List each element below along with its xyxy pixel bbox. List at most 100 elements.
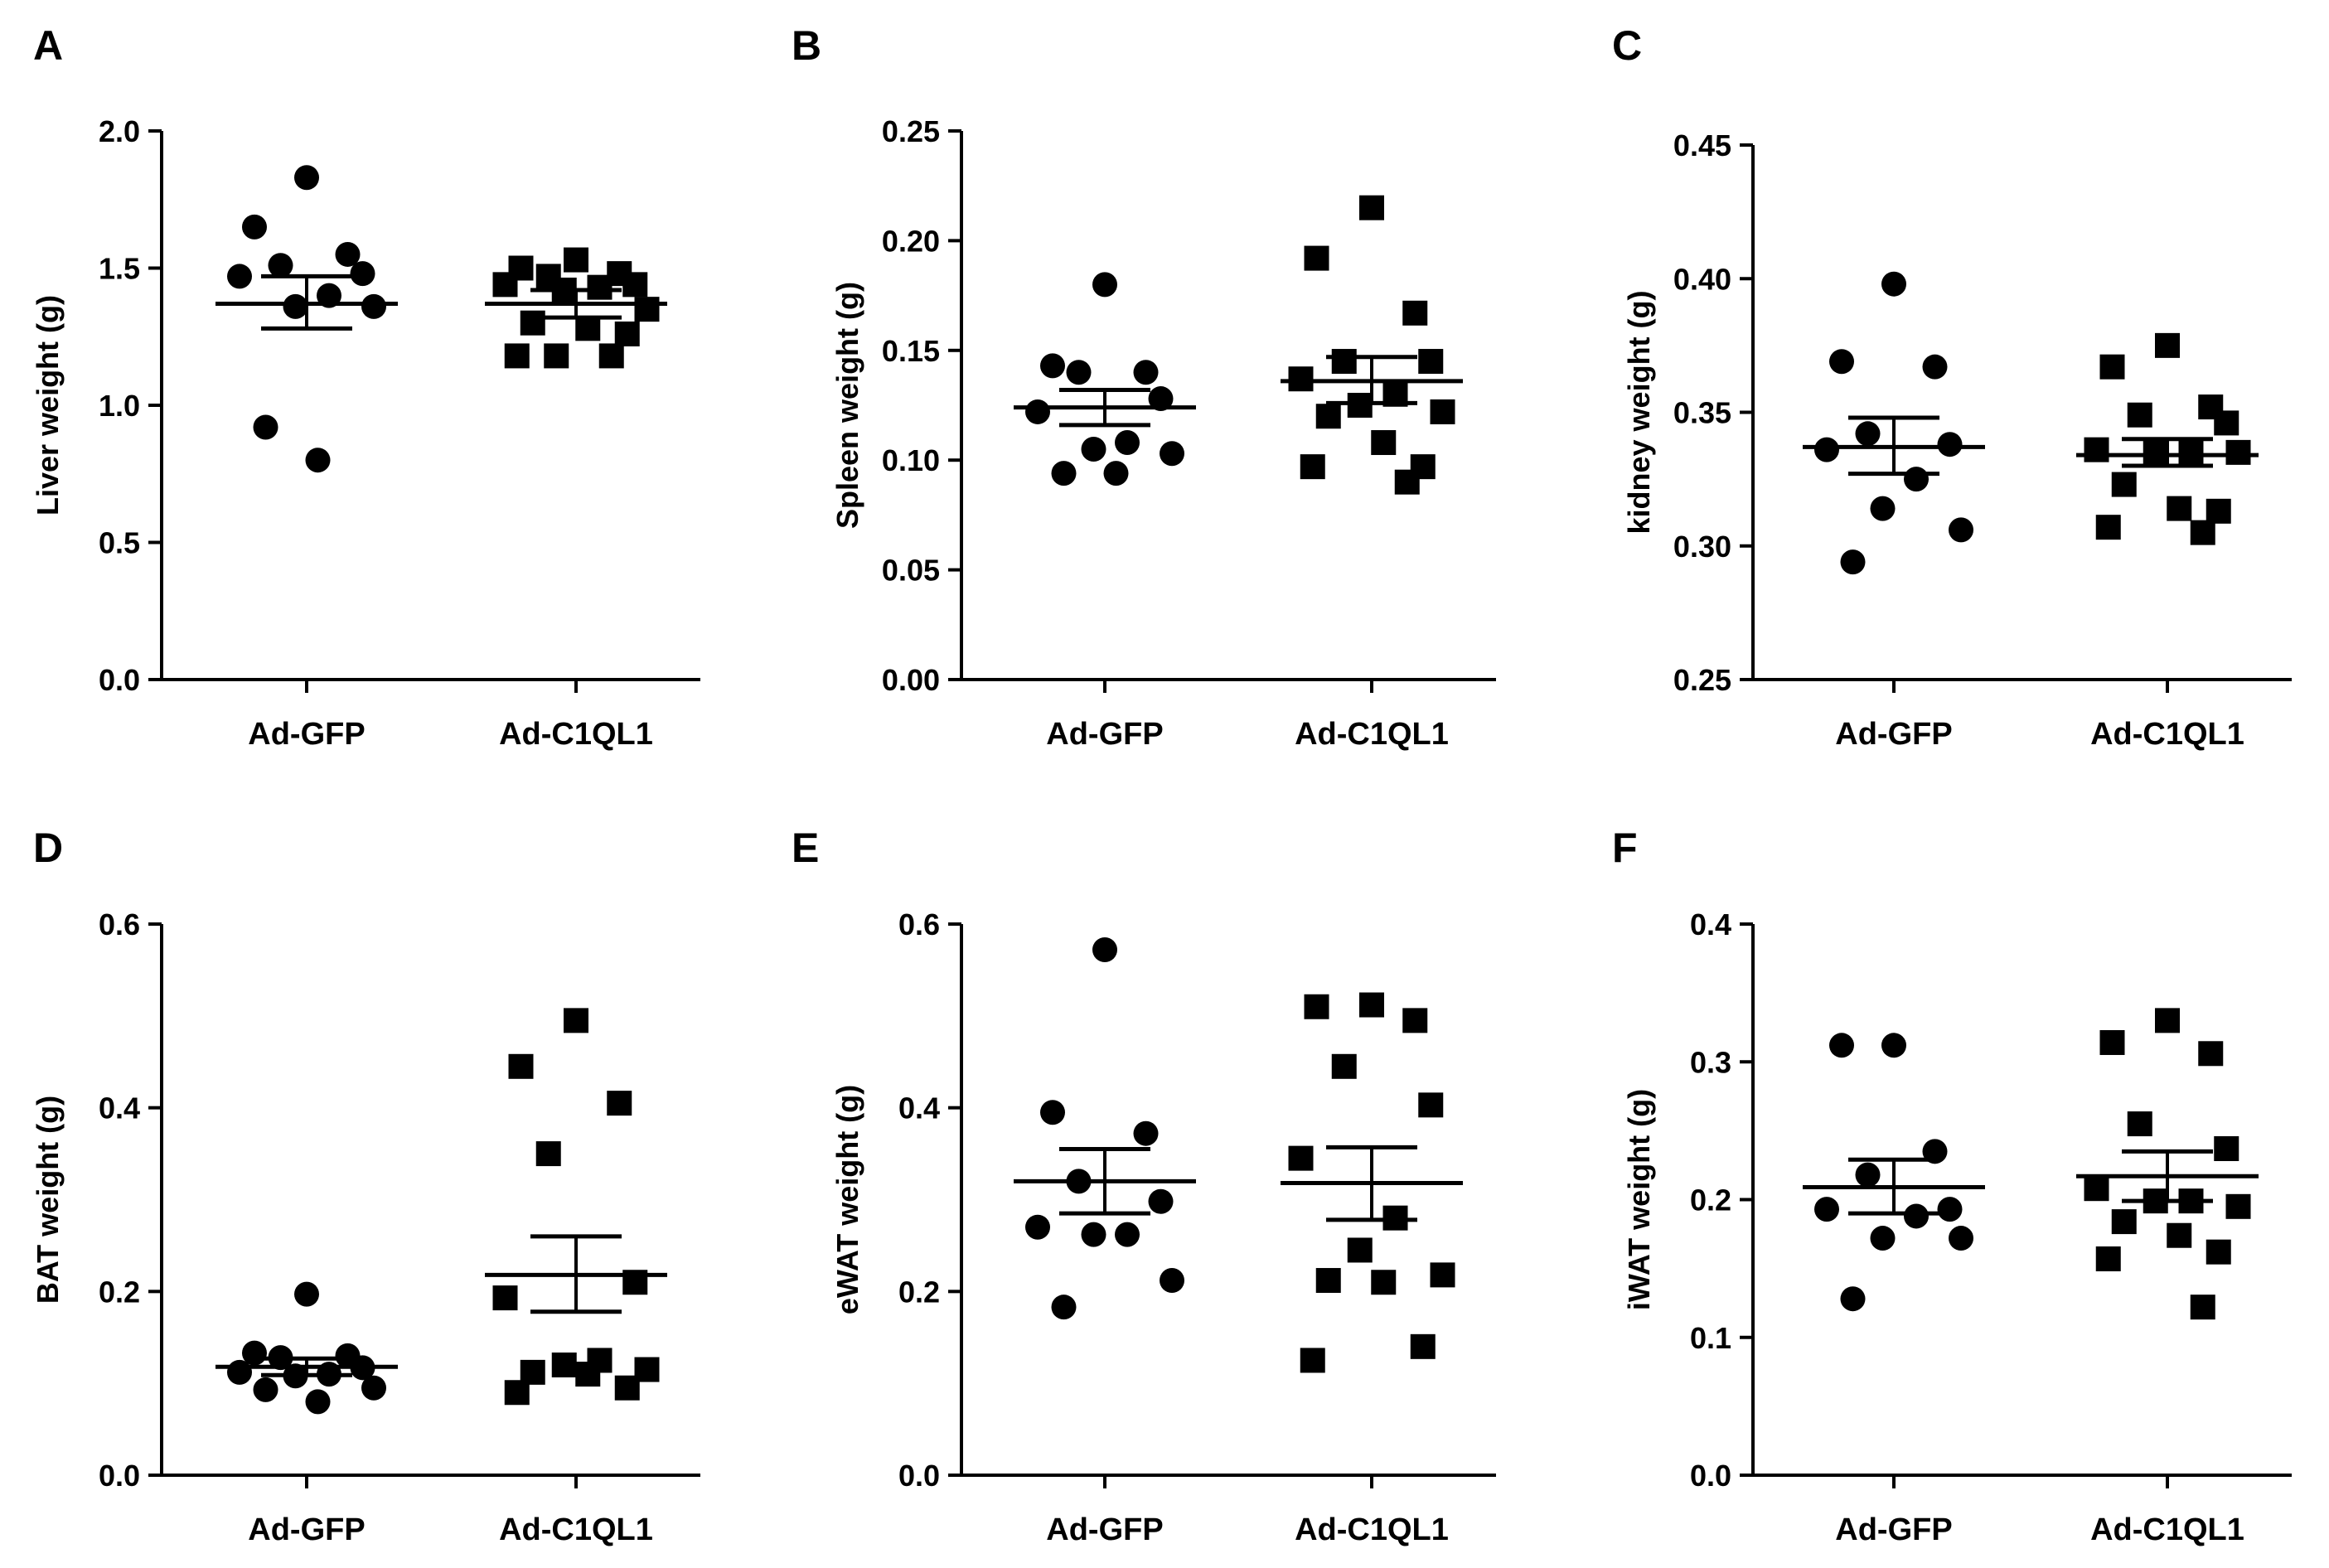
- data-point: [1922, 354, 1948, 380]
- data-point: [1855, 1162, 1881, 1188]
- series-ad-c1ql1: [1281, 195, 1463, 495]
- data-point: [227, 1359, 252, 1385]
- data-point: [1371, 430, 1397, 456]
- data-point: [1103, 461, 1129, 486]
- data-point: [1051, 461, 1077, 486]
- data-point: [504, 343, 530, 369]
- panel-label: C: [1612, 22, 1642, 69]
- data-point: [575, 316, 601, 341]
- data-point: [1331, 349, 1357, 375]
- y-tick-label: 0.10: [882, 443, 940, 477]
- data-point: [551, 1353, 577, 1377]
- y-tick-label: 0.25: [1673, 663, 1731, 697]
- data-point: [227, 264, 252, 289]
- data-point: [305, 1389, 331, 1415]
- data-point: [2155, 1008, 2180, 1033]
- data-point: [634, 297, 660, 322]
- data-point: [1870, 496, 1896, 521]
- x-tick-label: Ad-C1QL1: [2090, 717, 2244, 752]
- data-point: [1402, 300, 1428, 326]
- y-tick-label: 0.30: [1673, 530, 1731, 564]
- data-point: [2099, 1029, 2125, 1055]
- data-point: [1814, 437, 1839, 462]
- data-point: [2225, 1193, 2251, 1219]
- data-point: [294, 165, 319, 191]
- series-ad-c1ql1: [2076, 1008, 2259, 1320]
- y-tick-label: 0.5: [99, 526, 140, 560]
- data-point: [1394, 469, 1420, 495]
- x-tick-label: Ad-C1QL1: [499, 1512, 653, 1547]
- data-point: [2167, 1222, 2192, 1248]
- panel-label: D: [33, 825, 63, 871]
- y-tick-label: 0.6: [898, 907, 940, 941]
- data-point: [1829, 349, 1854, 375]
- x-tick-label: Ad-GFP: [248, 1512, 365, 1547]
- data-point: [492, 1285, 518, 1311]
- data-point: [508, 1053, 534, 1079]
- panel-b: B 0.00 0.05 0.10 0.15 0.20 0.25 Spleen weight (…: [792, 22, 1496, 752]
- data-point: [1066, 360, 1092, 385]
- y-axis-title: BAT weight (g): [31, 1096, 65, 1304]
- series-ad-gfp: [1803, 271, 1985, 575]
- data-point: [2190, 1295, 2215, 1320]
- y-tick-label: 0.2: [99, 1275, 140, 1309]
- series-ad-c1ql1: [2076, 332, 2259, 545]
- y-tick-label: 0.45: [1673, 128, 1731, 162]
- data-point: [1331, 1053, 1357, 1079]
- data-point: [598, 343, 624, 369]
- data-point: [335, 241, 361, 267]
- data-point: [2111, 1209, 2137, 1235]
- data-point: [1881, 1033, 1906, 1058]
- data-point: [1300, 1348, 1325, 1373]
- data-point: [242, 1340, 267, 1366]
- data-point: [1949, 1226, 1973, 1251]
- data-point: [1081, 436, 1106, 462]
- data-point: [350, 261, 375, 287]
- x-tick-label: Ad-C1QL1: [499, 717, 653, 752]
- data-point: [1148, 386, 1174, 412]
- data-point: [268, 253, 293, 278]
- data-point: [305, 448, 331, 473]
- data-point: [492, 272, 518, 298]
- data-point: [2095, 515, 2121, 540]
- data-point: [2143, 439, 2168, 465]
- data-point: [2214, 1135, 2239, 1161]
- data-point: [253, 1377, 278, 1402]
- data-point: [520, 310, 545, 336]
- data-point: [564, 247, 588, 273]
- data-point: [283, 293, 308, 319]
- data-point: [1051, 1295, 1077, 1320]
- y-tick-label: 0.4: [99, 1091, 140, 1125]
- data-point: [1115, 430, 1140, 456]
- y-tick-label: 0.00: [882, 663, 940, 697]
- x-tick-label: Ad-GFP: [1046, 1512, 1163, 1547]
- y-tick-label: 0.4: [1690, 907, 1731, 941]
- y-tick-label: 0.15: [882, 334, 940, 368]
- y-tick-label: 1.0: [99, 389, 140, 423]
- data-point: [1288, 366, 1314, 392]
- data-point: [1870, 1226, 1896, 1251]
- y-tick-label: 0.6: [99, 907, 140, 941]
- y-tick-label: 2.0: [99, 114, 140, 148]
- data-point: [1347, 393, 1373, 418]
- y-tick-label: 0.2: [898, 1275, 940, 1309]
- data-point: [2095, 1246, 2121, 1271]
- y-axis-title: Spleen weight (g): [830, 282, 864, 529]
- data-point: [2225, 439, 2251, 465]
- data-point: [587, 274, 613, 300]
- data-point: [361, 293, 386, 319]
- data-point: [2198, 1041, 2224, 1067]
- data-point: [2214, 410, 2239, 436]
- y-axis-title: kidney weight (g): [1622, 290, 1656, 534]
- data-point: [1814, 1197, 1839, 1222]
- panel-a: A 0.0 0.5 1.0 1.5 2.0 Liver weight (g) Ad-GFP Ad…: [31, 22, 700, 752]
- x-tick-label: Ad-GFP: [248, 717, 365, 752]
- x-tick-label: Ad-C1QL1: [1295, 717, 1449, 752]
- x-tick-label: Ad-GFP: [1046, 717, 1163, 752]
- data-point: [1881, 271, 1906, 297]
- data-point: [2206, 1239, 2231, 1265]
- panel-label: E: [792, 825, 819, 871]
- data-point: [1133, 360, 1159, 385]
- y-tick-label: 0.35: [1673, 396, 1731, 430]
